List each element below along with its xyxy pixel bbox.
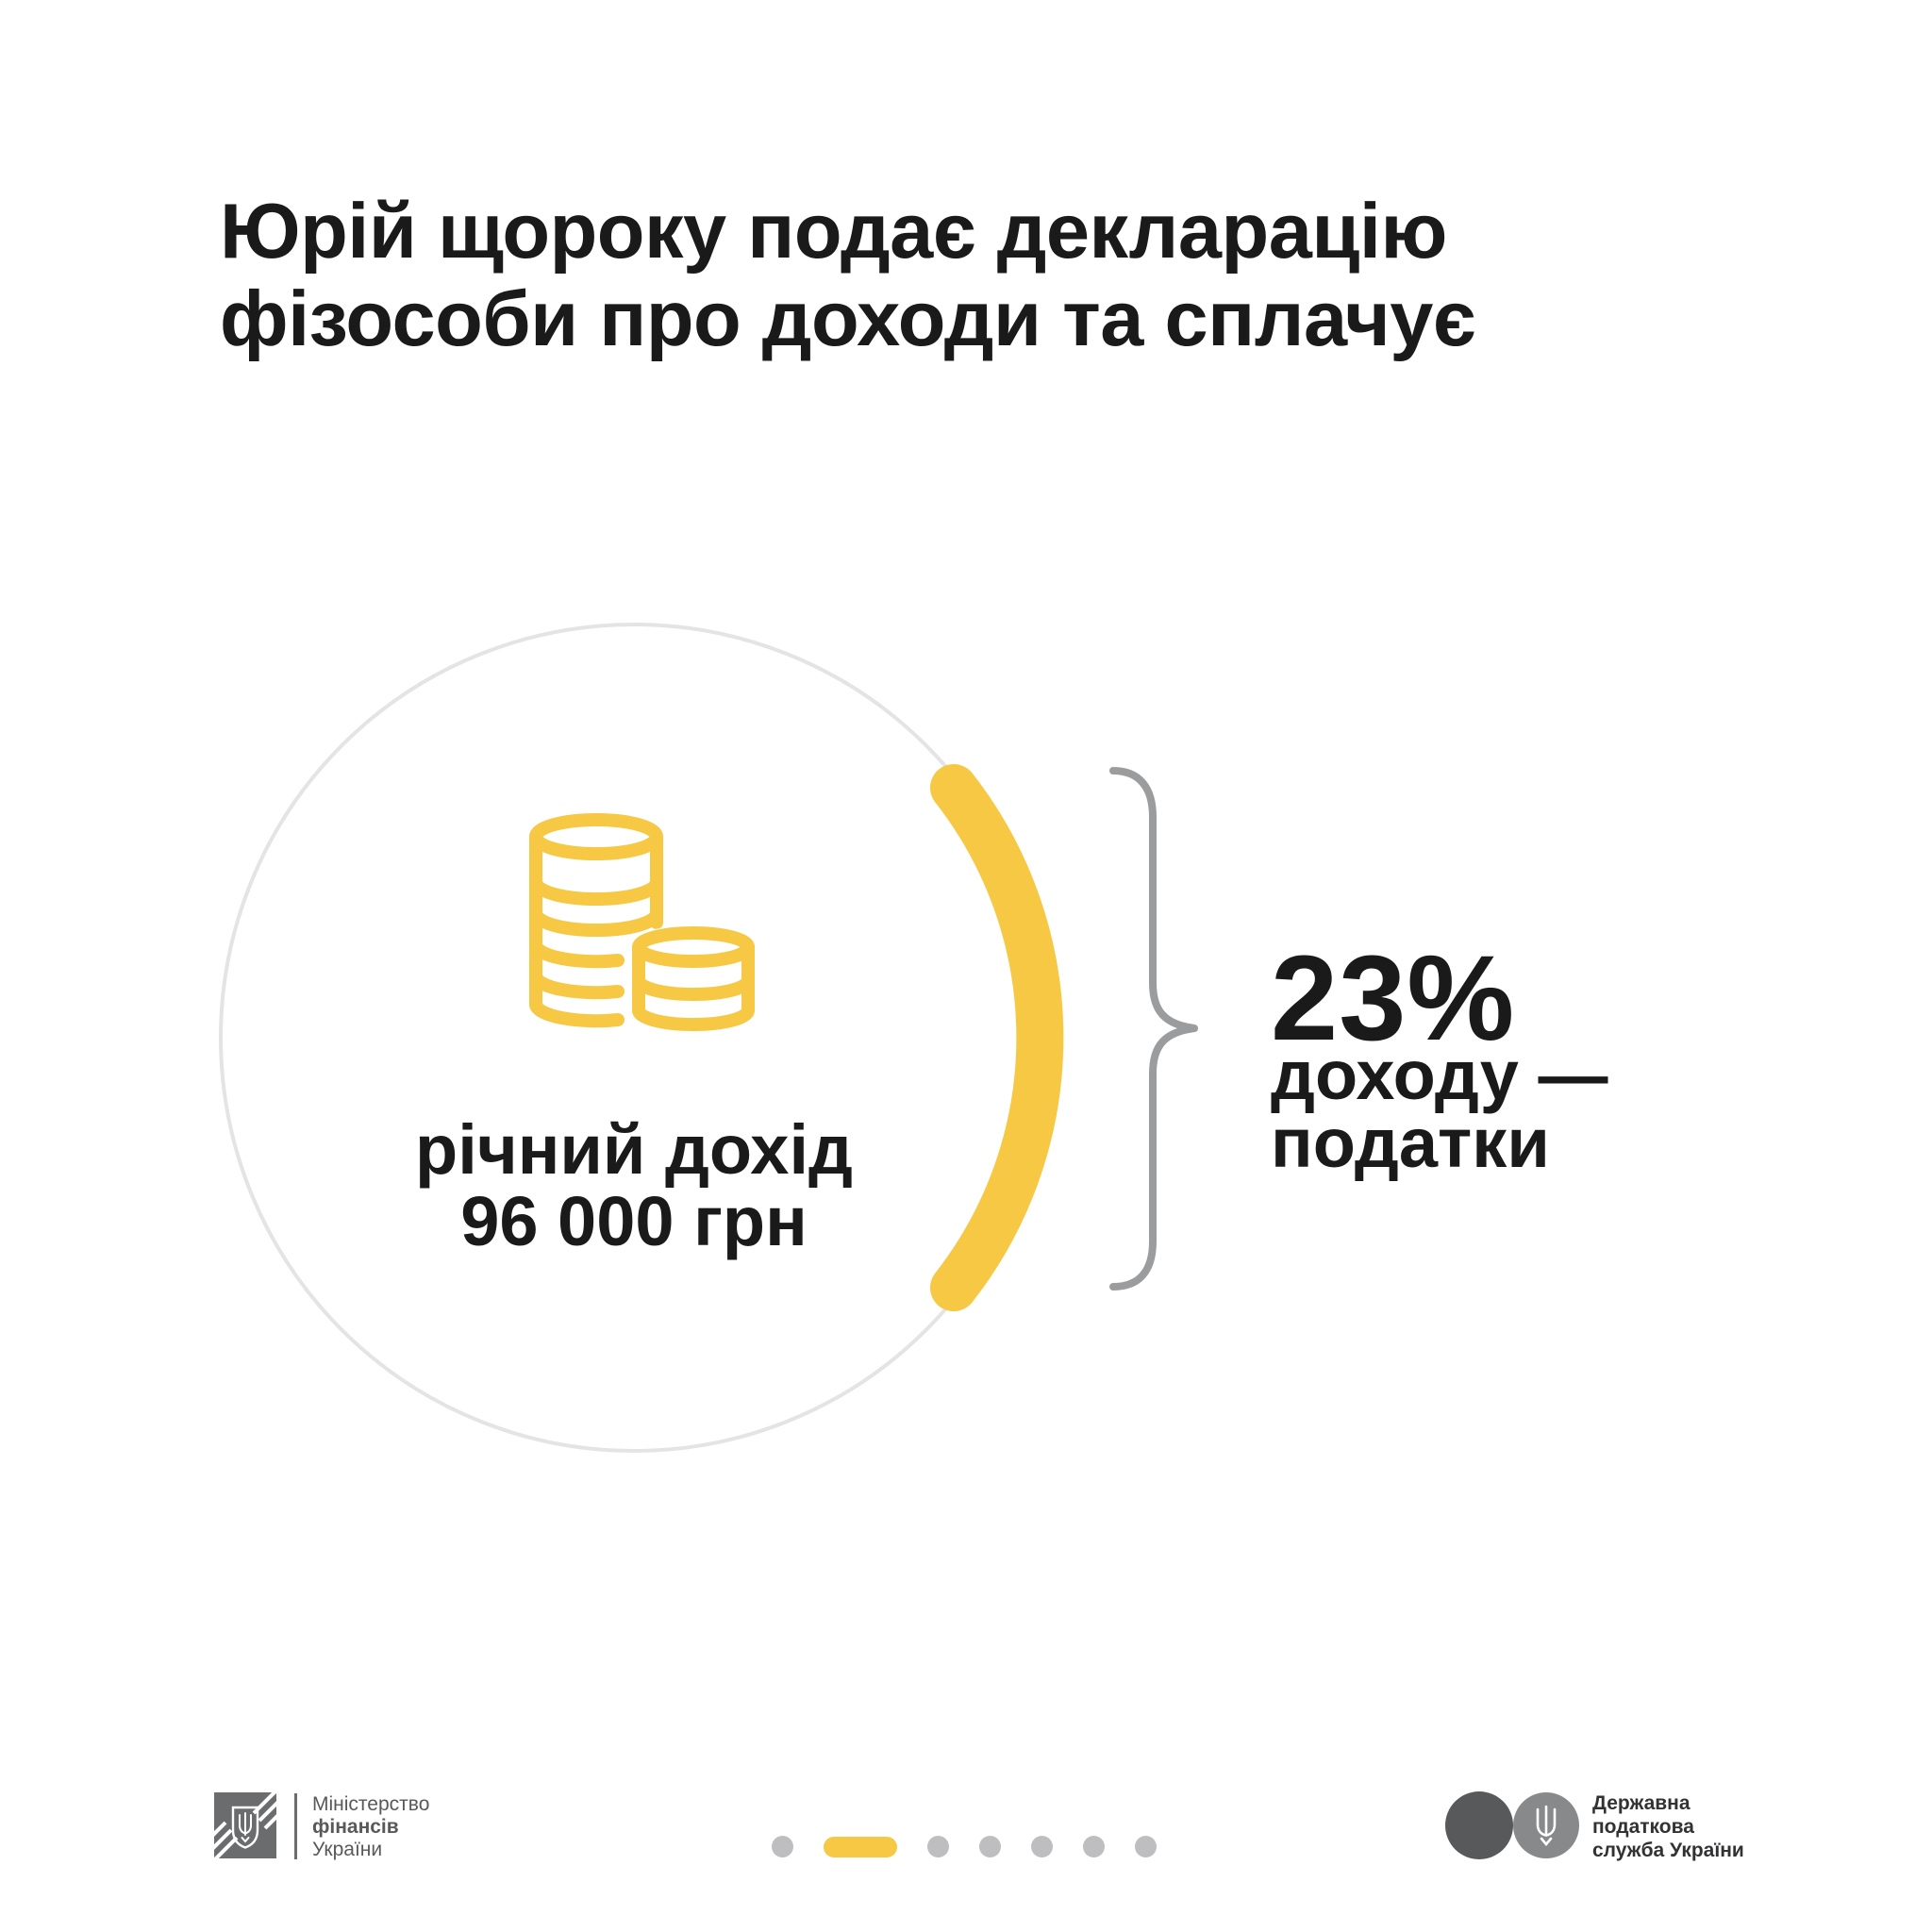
title-line-2: фізособи про доходи та сплачує [220,275,1476,362]
ministry-label-line-2: фінансів [312,1816,399,1838]
ministry-label-line-3: України [312,1839,383,1860]
pagination-dot[interactable] [979,1836,1001,1857]
page-title: Юрій щороку подає декларацію фізособи пр… [220,187,1476,362]
income-label: річний дохід 96 000 грн [219,1114,1049,1257]
tax-description: доходу — податки [1271,1036,1608,1182]
ministry-of-finance-label: Міністерство фінансів України [312,1793,429,1861]
ministry-label-line-1: Міністерство [312,1793,430,1815]
coin-stack-short [631,925,756,1032]
tax-description-line-1: доходу — [1271,1036,1608,1114]
state-tax-service-label: Державна податкова служба України [1592,1791,1744,1862]
pagination-dot[interactable] [1031,1836,1053,1857]
income-label-line-2: 96 000 грн [460,1182,808,1260]
title-line-1: Юрій щороку подає декларацію [220,187,1447,275]
tax-service-label-line-1: Державна [1592,1792,1690,1814]
tax-service-label-line-3: служба України [1592,1840,1744,1861]
pagination-dot[interactable] [1083,1836,1105,1857]
tax-description-line-2: податки [1271,1104,1550,1182]
coin-stack-tall [529,813,663,1028]
pagination-dot[interactable] [1135,1836,1157,1857]
trident-glyph [1536,1805,1557,1847]
income-label-line-1: річний дохід [415,1110,853,1189]
footer-divider [294,1793,297,1859]
trident-circles-icon [1445,1791,1579,1859]
tax-service-label-line-2: податкова [1592,1816,1694,1838]
trident-shield-icon [214,1792,276,1858]
income-circle [219,623,1049,1453]
pagination-dot[interactable] [927,1836,949,1857]
trident-glyph [239,1812,252,1843]
coins-icon [529,813,756,1032]
pagination-dots [772,1836,1157,1857]
tax-percent-value: 23% [1271,931,1516,1066]
pagination-active-pill[interactable] [824,1836,897,1857]
pagination-dot[interactable] [772,1836,793,1857]
curly-brace-icon [1109,767,1198,1291]
